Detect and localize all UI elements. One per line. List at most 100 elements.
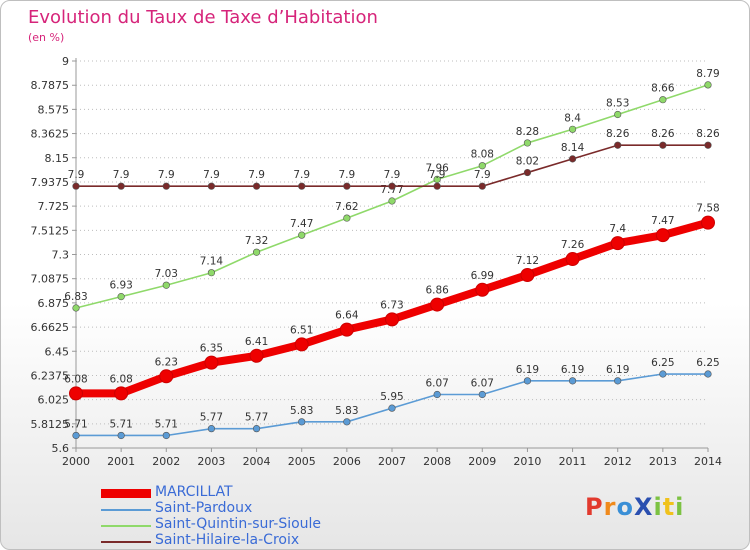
- x-tick-label: 2004: [243, 455, 271, 468]
- data-point-saint-hilaire-la-croix: [72, 182, 80, 190]
- data-point-marcillat: [475, 282, 490, 297]
- data-label-saint-quintin-sur-sioule: 8.4: [564, 112, 581, 124]
- x-tick-label: 2011: [559, 455, 587, 468]
- data-label-saint-pardoux: 5.83: [335, 405, 358, 417]
- legend-swatch-saint-quintin: [101, 525, 151, 527]
- data-point-saint-pardoux: [252, 425, 261, 433]
- data-label-marcillat: 6.73: [380, 299, 403, 311]
- data-point-saint-pardoux: [704, 370, 712, 378]
- x-tick-label: 2013: [649, 455, 677, 468]
- data-point-saint-quintin-sur-sioule: [704, 81, 712, 89]
- data-point-saint-pardoux: [659, 370, 667, 378]
- data-point-saint-quintin-sur-sioule: [207, 269, 216, 277]
- data-point-saint-quintin-sur-sioule: [72, 304, 80, 312]
- data-point-saint-hilaire-la-croix: [343, 182, 351, 190]
- data-point-marcillat: [610, 236, 625, 251]
- data-point-marcillat: [520, 267, 535, 282]
- x-tick-label: 2006: [333, 455, 361, 468]
- y-tick-label: 6.45: [45, 345, 70, 358]
- data-point-saint-pardoux: [72, 431, 80, 440]
- data-point-saint-hilaire-la-croix: [433, 182, 441, 190]
- data-label-marcillat: 6.23: [155, 356, 178, 368]
- data-label-saint-pardoux: 5.95: [380, 391, 403, 403]
- data-point-saint-pardoux: [162, 431, 170, 440]
- y-tick-label: 7.3: [52, 249, 70, 262]
- data-label-saint-hilaire-la-croix: 8.02: [516, 156, 539, 168]
- x-tick-label: 2014: [694, 455, 722, 468]
- data-label-saint-pardoux: 6.25: [651, 357, 674, 369]
- data-point-marcillat: [69, 386, 83, 401]
- data-label-marcillat: 7.58: [696, 203, 719, 215]
- data-point-saint-pardoux: [117, 431, 125, 440]
- data-label-marcillat: 6.35: [200, 343, 223, 355]
- chart-title: Evolution du Taux de Taxe d’Habitation: [28, 7, 378, 28]
- legend-label-saint-hilaire: Saint-Hilaire-la-Croix: [155, 532, 300, 548]
- data-point-saint-quintin-sur-sioule: [117, 293, 125, 301]
- x-tick-label: 2003: [197, 455, 225, 468]
- y-tick-label: 8.575: [38, 103, 70, 116]
- data-label-saint-hilaire-la-croix: 7.9: [68, 169, 85, 181]
- data-label-saint-quintin-sur-sioule: 7.62: [335, 201, 358, 213]
- x-tick-label: 2010: [513, 455, 541, 468]
- data-point-saint-pardoux: [343, 418, 351, 426]
- data-label-saint-quintin-sur-sioule: 6.93: [109, 280, 132, 292]
- data-label-saint-quintin-sur-sioule: 6.83: [64, 291, 87, 303]
- x-tick-label: 2001: [107, 455, 135, 468]
- data-point-marcillat: [701, 215, 715, 230]
- data-point-saint-pardoux: [388, 404, 396, 412]
- data-label-saint-hilaire-la-croix: 8.26: [696, 128, 720, 140]
- data-label-marcillat: 6.51: [290, 324, 313, 336]
- data-label-saint-pardoux: 6.07: [425, 378, 448, 390]
- x-tick-label: 2007: [378, 455, 406, 468]
- data-point-saint-quintin-sur-sioule: [388, 197, 396, 205]
- data-point-saint-hilaire-la-croix: [478, 182, 486, 190]
- data-label-saint-hilaire-la-croix: 7.9: [158, 169, 175, 181]
- logo-letter: i: [675, 493, 685, 521]
- legend-label-saint-pardoux: Saint-Pardoux: [155, 500, 253, 516]
- data-point-saint-hilaire-la-croix: [207, 182, 216, 190]
- data-label-marcillat: 7.4: [609, 223, 626, 235]
- y-tick-label: 6.6625: [31, 321, 70, 334]
- data-label-saint-quintin-sur-sioule: 7.32: [245, 235, 268, 247]
- data-label-saint-hilaire-la-croix: 7.9: [474, 169, 491, 181]
- data-point-marcillat: [430, 297, 445, 312]
- data-label-saint-hilaire-la-croix: 7.9: [429, 169, 446, 181]
- data-label-marcillat: 7.12: [516, 255, 539, 267]
- data-label-marcillat: 6.08: [64, 373, 87, 385]
- data-label-saint-quintin-sur-sioule: 8.53: [606, 97, 629, 109]
- data-point-marcillat: [159, 369, 174, 384]
- data-label-saint-quintin-sur-sioule: 8.08: [471, 149, 494, 161]
- x-tick-label: 2008: [423, 455, 451, 468]
- x-tick-label: 2012: [604, 455, 632, 468]
- data-label-saint-hilaire-la-croix: 7.9: [203, 169, 220, 181]
- legend-swatch-saint-pardoux: [101, 509, 151, 511]
- data-label-saint-hilaire-la-croix: 8.26: [606, 128, 630, 140]
- data-label-saint-quintin-sur-sioule: 7.03: [155, 268, 178, 280]
- x-tick-label: 2005: [288, 455, 316, 468]
- legend-label-saint-quintin: Saint-Quintin-sur-Sioule: [155, 516, 322, 532]
- data-point-marcillat: [249, 348, 264, 363]
- data-point-saint-pardoux: [433, 390, 441, 399]
- data-label-saint-pardoux: 5.77: [200, 412, 223, 424]
- y-tick-label: 8.15: [45, 152, 70, 165]
- data-point-marcillat: [565, 252, 580, 267]
- data-point-saint-quintin-sur-sioule: [298, 231, 306, 239]
- data-point-saint-pardoux: [523, 377, 532, 385]
- data-label-marcillat: 6.64: [335, 310, 359, 322]
- data-point-saint-pardoux: [478, 390, 486, 399]
- proxiti-logo: ProXiti: [585, 493, 684, 521]
- data-label-saint-pardoux: 6.07: [471, 378, 494, 390]
- data-point-saint-hilaire-la-croix: [298, 182, 306, 190]
- legend-swatch-saint-hilaire: [101, 541, 151, 543]
- data-label-saint-hilaire-la-croix: 8.14: [561, 142, 585, 154]
- y-tick-label: 7.0875: [31, 273, 70, 286]
- y-tick-label: 8.3625: [31, 128, 70, 141]
- data-label-saint-pardoux: 5.71: [155, 418, 178, 430]
- y-tick-label: 5.6: [52, 442, 70, 455]
- data-label-saint-hilaire-la-croix: 7.9: [248, 169, 265, 181]
- data-point-marcillat: [385, 312, 399, 327]
- data-label-saint-pardoux: 5.71: [64, 418, 87, 430]
- data-label-saint-hilaire-la-croix: 7.9: [384, 169, 401, 181]
